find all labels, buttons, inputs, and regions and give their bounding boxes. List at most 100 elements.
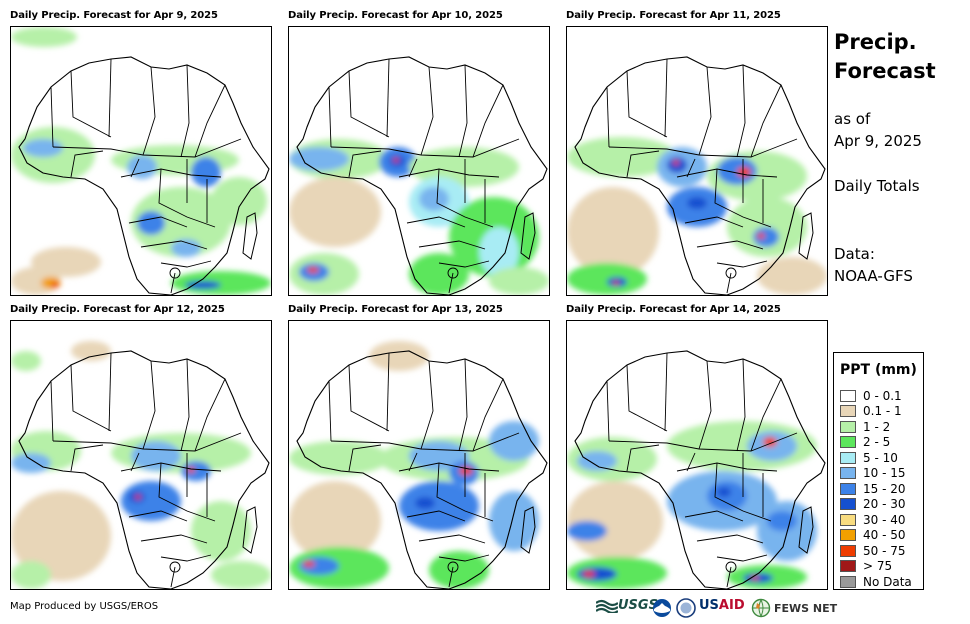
forecast-title: Precip. Forecast xyxy=(834,28,936,86)
legend-item: 30 - 40 xyxy=(840,512,906,527)
legend-item: 2 - 5 xyxy=(840,435,890,450)
country-border xyxy=(328,380,332,442)
as-of-date: Apr 9, 2025 xyxy=(834,132,922,150)
country-border xyxy=(686,158,696,178)
country-border xyxy=(472,84,504,158)
legend-swatch xyxy=(840,482,856,495)
legend-label: 1 - 2 xyxy=(863,419,891,434)
country-border xyxy=(418,534,486,544)
precip-blob xyxy=(577,567,617,581)
precip-blob xyxy=(191,157,221,187)
country-border xyxy=(420,360,434,450)
precip-blob xyxy=(567,263,647,295)
country-border xyxy=(130,452,140,472)
dos-seal-logo xyxy=(676,598,696,618)
country-border xyxy=(348,150,382,178)
madagascar-outline xyxy=(520,212,536,260)
legend-item: No Data xyxy=(840,574,912,589)
country-border xyxy=(606,86,610,148)
map-panel-3: Daily Precip. Forecast for Apr 11, 2025 xyxy=(566,10,828,296)
precip-blob xyxy=(289,177,381,247)
country-border xyxy=(664,58,668,138)
precip-blob xyxy=(415,497,435,509)
precip-field xyxy=(289,139,549,295)
precip-blob xyxy=(429,551,489,589)
legend-swatch xyxy=(840,389,856,402)
precip-blob xyxy=(131,441,181,471)
precip-blob xyxy=(11,453,51,473)
data-source-block: Data: NOAA-GFS xyxy=(834,243,913,287)
country-border xyxy=(108,58,112,138)
country-border xyxy=(686,452,696,472)
country-border xyxy=(170,566,176,588)
precip-blob xyxy=(757,233,765,239)
country-border xyxy=(696,240,764,250)
as-of-label: as of xyxy=(834,110,871,128)
country-border xyxy=(750,84,782,158)
precip-blob xyxy=(307,267,319,273)
legend-swatch xyxy=(840,451,856,464)
country-border xyxy=(160,554,212,562)
madagascar-outline xyxy=(798,506,814,554)
precip-blob xyxy=(687,197,707,209)
precip-field xyxy=(11,341,271,589)
legend-item: 50 - 75 xyxy=(840,543,906,558)
country-border xyxy=(180,64,190,158)
precip-blob xyxy=(489,491,539,551)
precip-blob xyxy=(567,557,667,589)
country-border xyxy=(676,462,778,472)
country-border xyxy=(448,566,454,588)
panel-title: Daily Precip. Forecast for Apr 10, 2025 xyxy=(288,10,503,21)
noaa-logo xyxy=(652,598,672,618)
precip-blob xyxy=(567,521,607,541)
country-border xyxy=(408,158,418,178)
precip-blob xyxy=(613,281,619,285)
seal-icon xyxy=(676,598,696,618)
map-panel-6: Daily Precip. Forecast for Apr 14, 2025 xyxy=(566,304,828,590)
legend-item: 10 - 15 xyxy=(840,466,906,481)
country-border xyxy=(120,168,222,178)
map-panel-2: Daily Precip. Forecast for Apr 10, 2025 xyxy=(288,10,550,296)
coastline xyxy=(574,350,826,589)
precip-blob xyxy=(489,267,549,295)
usaid-us-text: US xyxy=(699,598,719,613)
precip-blob xyxy=(11,561,51,589)
precip-blob xyxy=(41,277,61,289)
precip-blob xyxy=(137,211,165,235)
legend-item: 0.1 - 1 xyxy=(840,404,902,419)
precip-map xyxy=(566,26,828,296)
country-border xyxy=(348,70,390,138)
country-border xyxy=(330,138,520,158)
country-border xyxy=(626,444,660,472)
precip-blob xyxy=(11,351,41,371)
title-line-2: Forecast xyxy=(834,59,936,83)
legend-item: 0 - 0.1 xyxy=(840,388,902,403)
legend-swatch xyxy=(840,544,856,557)
legend-item: 15 - 20 xyxy=(840,481,906,496)
precip-blob xyxy=(121,481,181,521)
country-border xyxy=(406,216,466,228)
legend-item: > 75 xyxy=(840,559,892,574)
africa-map-svg xyxy=(11,27,271,295)
coastline xyxy=(296,350,548,589)
legend-item: 20 - 30 xyxy=(840,497,906,512)
title-line-1: Precip. xyxy=(834,30,917,54)
precip-blob xyxy=(419,187,449,211)
precip-blob xyxy=(289,441,389,475)
country-border xyxy=(608,432,798,452)
lesotho-outline xyxy=(725,561,737,573)
legend-swatch xyxy=(840,436,856,448)
country-border xyxy=(398,168,500,178)
precip-blob xyxy=(567,187,659,277)
country-border xyxy=(664,352,668,432)
country-border xyxy=(736,358,746,452)
precip-map xyxy=(566,320,828,590)
coastline xyxy=(296,56,548,295)
legend-item: 1 - 2 xyxy=(840,419,890,434)
precip-blob xyxy=(583,571,595,577)
precip-blob xyxy=(757,257,827,295)
country-border xyxy=(52,432,242,452)
legend-swatch xyxy=(840,560,856,572)
country-border xyxy=(386,58,390,138)
country-border xyxy=(472,378,504,452)
